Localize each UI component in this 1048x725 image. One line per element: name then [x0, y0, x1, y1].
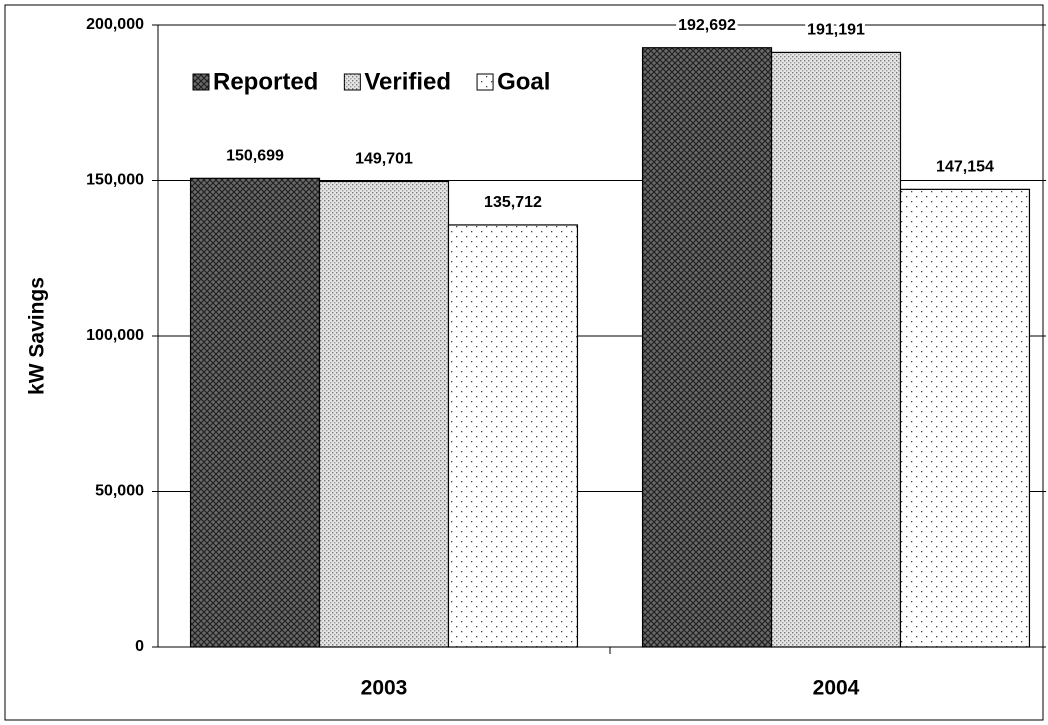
y-tick-label: 200,000: [86, 16, 144, 33]
legend-label: Reported: [213, 68, 318, 95]
bar: [189, 177, 321, 648]
bar: [447, 224, 579, 648]
y-tick-label: 50,000: [95, 483, 144, 500]
legend-label: Goal: [497, 68, 550, 95]
value-label: 192,692: [678, 17, 736, 34]
legend-label: Verified: [364, 68, 451, 95]
value-label: 135,712: [484, 194, 542, 211]
x-tick-label: 2003: [361, 677, 408, 700]
bar: [641, 47, 773, 648]
legend-swatch: [476, 73, 494, 91]
value-label: 150,699: [226, 148, 284, 165]
legend-swatch: [192, 73, 210, 91]
bar: [899, 188, 1031, 648]
y-axis-label: kW Savings: [26, 277, 49, 395]
chart-border: [4, 4, 1044, 721]
y-tick-label: 100,000: [86, 327, 144, 344]
legend-swatch: [343, 73, 361, 91]
bar: [318, 180, 450, 648]
y-tick-label: 0: [135, 638, 144, 655]
value-label: 149,701: [355, 151, 413, 168]
value-label: 191,191: [807, 22, 865, 39]
x-tick-label: 2004: [813, 677, 860, 700]
y-tick-label: 150,000: [86, 172, 144, 189]
bar: [770, 51, 902, 648]
value-label: 147,154: [936, 159, 994, 176]
